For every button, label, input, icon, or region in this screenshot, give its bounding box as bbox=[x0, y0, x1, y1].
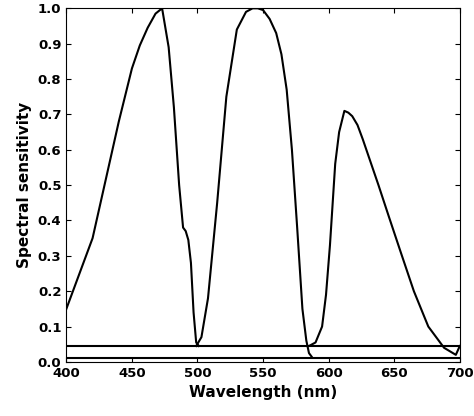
Y-axis label: Spectral sensitivity: Spectral sensitivity bbox=[18, 102, 32, 268]
X-axis label: Wavelength (nm): Wavelength (nm) bbox=[189, 385, 337, 400]
